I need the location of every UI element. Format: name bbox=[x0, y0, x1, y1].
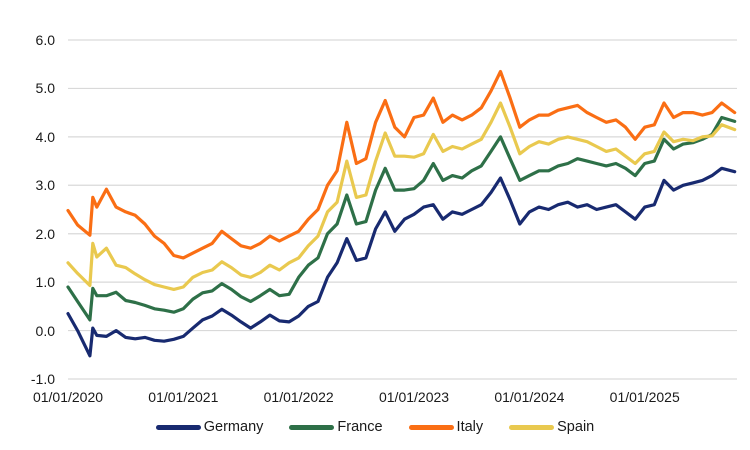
y-axis-tick-label: -1.0 bbox=[30, 371, 55, 387]
legend-item-spain: Spain bbox=[509, 419, 594, 435]
legend-swatch-icon bbox=[155, 424, 201, 430]
x-axis-tick-label: 01/01/2025 bbox=[609, 389, 680, 405]
x-axis-tick-label: 01/01/2021 bbox=[148, 389, 219, 405]
legend-swatch-icon bbox=[289, 424, 335, 430]
x-axis-tick-label: 01/01/2020 bbox=[32, 389, 104, 405]
legend-item-france: France bbox=[289, 419, 383, 435]
y-axis-tick-label: 1.0 bbox=[35, 274, 55, 291]
legend-label: France bbox=[337, 419, 383, 435]
legend-item-germany: Germany bbox=[155, 419, 264, 435]
y-axis-tick-label: 4.0 bbox=[35, 128, 55, 145]
y-axis-tick-label: 2.0 bbox=[35, 225, 55, 242]
legend-label: Germany bbox=[203, 419, 264, 435]
x-axis-tick-label: 01/01/2024 bbox=[494, 389, 565, 405]
y-axis-tick-label: 5.0 bbox=[35, 80, 55, 97]
series-line-spain bbox=[66, 101, 737, 291]
x-axis-tick-label: 01/01/2022 bbox=[263, 389, 334, 405]
series-line-france bbox=[66, 115, 737, 322]
series-line-germany bbox=[66, 166, 737, 358]
legend-swatch-icon bbox=[408, 424, 454, 430]
y-axis-tick-label: 6.0 bbox=[35, 32, 55, 48]
series-line-italy bbox=[66, 69, 737, 260]
y-axis-tick-label: 0.0 bbox=[35, 322, 55, 339]
legend-label: Spain bbox=[557, 419, 595, 435]
legend-item-italy: Italy bbox=[408, 419, 484, 435]
legend-label: Italy bbox=[456, 419, 484, 435]
x-axis-tick-label: 01/01/2023 bbox=[378, 389, 450, 405]
y-axis-tick-label: 3.0 bbox=[35, 177, 55, 194]
chart-legend: Germany France Italy Spain bbox=[0, 419, 750, 435]
legend-swatch-icon bbox=[509, 424, 555, 430]
